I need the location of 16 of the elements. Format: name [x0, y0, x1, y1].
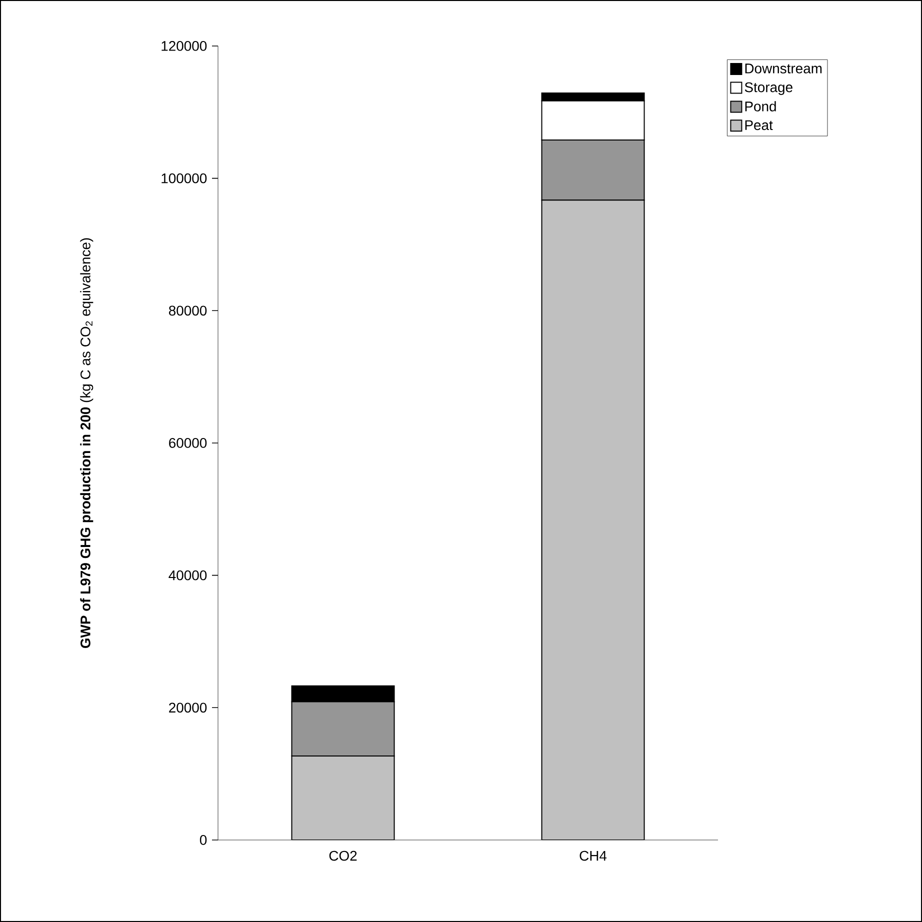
legend-label: Pond [745, 101, 776, 112]
bar [541, 200, 645, 840]
legend-label: Peat [745, 120, 773, 130]
y-tick-label: 100000 [162, 173, 207, 184]
x-tick-label: CH4 [580, 850, 607, 861]
y-tick-label: 40000 [168, 570, 207, 580]
legend-label: Downstream [745, 64, 822, 74]
y-tick-label: 120000 [162, 41, 207, 51]
bar [291, 755, 395, 840]
y-tick-label: 20000 [169, 702, 207, 713]
y-tick-label: 80000 [168, 306, 207, 316]
x-tick-label: CO2 [329, 850, 357, 861]
y-tick-label: 60000 [169, 438, 207, 448]
y-axis-title: GWP of L979 GHG production in 200 (kg C as CO$_{2}$ equivalence) [80, 238, 94, 648]
y-tick-label: 0 [200, 835, 207, 845]
legend-label: Storage [744, 82, 792, 95]
